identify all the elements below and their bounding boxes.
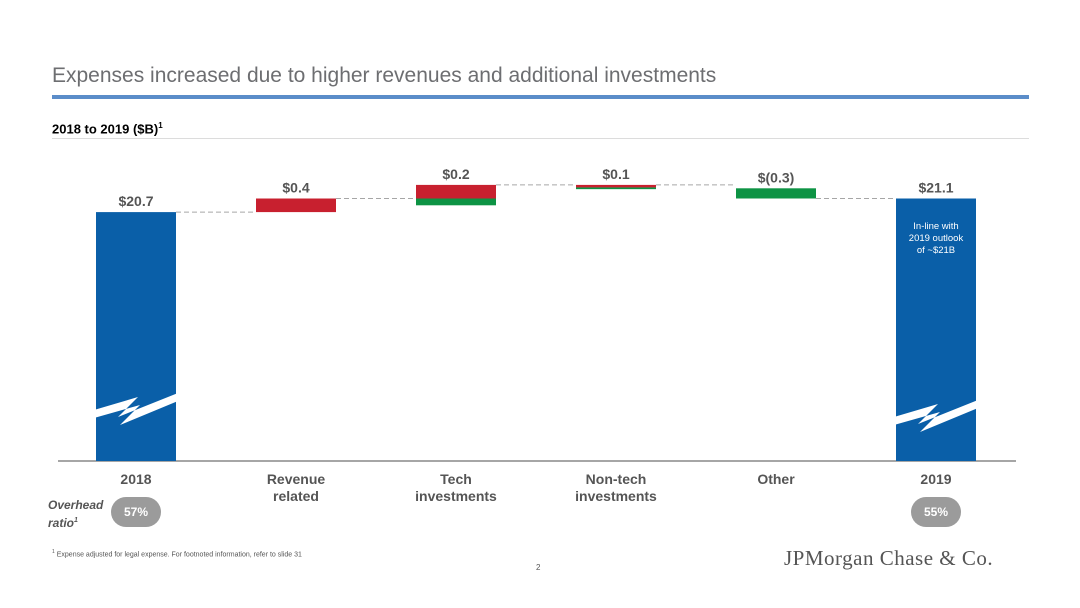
x-tick-label: investments	[415, 488, 497, 504]
page-title: Expenses increased due to higher revenue…	[52, 64, 717, 87]
x-tick-label: investments	[575, 488, 657, 504]
overhead-footnote-marker: 1	[74, 517, 78, 524]
x-tick-label: related	[273, 488, 319, 504]
footnote-text: Expense adjusted for legal expense. For …	[56, 551, 302, 559]
bar-value-label: $(0.3)	[758, 169, 795, 185]
annotation-text: 2019 outlook	[909, 233, 964, 244]
title-divider	[52, 95, 1029, 99]
axis-break-icon	[94, 393, 178, 425]
overhead-label-line1: Overhead	[48, 498, 104, 512]
bar-decrease	[736, 188, 816, 199]
annotation-text: In-line with	[913, 221, 958, 232]
subtitle-text: 2018 to 2019 ($B)	[52, 121, 159, 137]
bar-total	[96, 212, 176, 461]
subtitle-footnote-marker: 1	[158, 121, 163, 130]
x-tick-label: 2018	[120, 471, 151, 487]
bar-value-label: $0.2	[442, 166, 469, 182]
bar-increase	[416, 184, 496, 199]
x-tick-label: 2019	[920, 471, 951, 487]
x-tick-label: Non-tech	[586, 471, 647, 487]
footnote: 1 Expense adjusted for legal expense. Fo…	[52, 549, 302, 558]
x-tick-label: Revenue	[267, 471, 326, 487]
bar-value-label: $20.7	[118, 193, 153, 209]
bar-decrease	[416, 198, 496, 206]
overhead-label-line2: ratio	[48, 516, 75, 530]
footnote-marker: 1	[52, 549, 55, 555]
bar-value-label: $0.1	[602, 166, 629, 182]
bar-value-label: $0.4	[282, 180, 309, 196]
bar-increase	[256, 198, 336, 213]
bar-increase	[576, 184, 656, 188]
bar-value-label: $21.1	[918, 180, 953, 196]
chart-subtitle: 2018 to 2019 ($B)1	[52, 121, 163, 136]
waterfall-chart: $20.7 $0.4 $0.2 $0.1 $(0.3) $21.1 In-line with…	[58, 166, 1016, 504]
axis-break-icon	[894, 400, 978, 432]
page-number: 2	[536, 563, 541, 572]
bar-decrease	[576, 187, 656, 190]
overhead-ratio-2019-badge: 55%	[911, 497, 961, 527]
overhead-ratio-label: Overhead ratio1	[48, 497, 103, 531]
subtitle-divider	[52, 138, 1029, 139]
x-tick-label: Tech	[440, 471, 472, 487]
company-logo: JPMorgan Chase & Co.	[784, 546, 994, 570]
annotation-text: of ~$21B	[917, 245, 955, 256]
x-tick-label: Other	[757, 471, 795, 487]
overhead-ratio-2018-badge: 57%	[111, 497, 161, 527]
